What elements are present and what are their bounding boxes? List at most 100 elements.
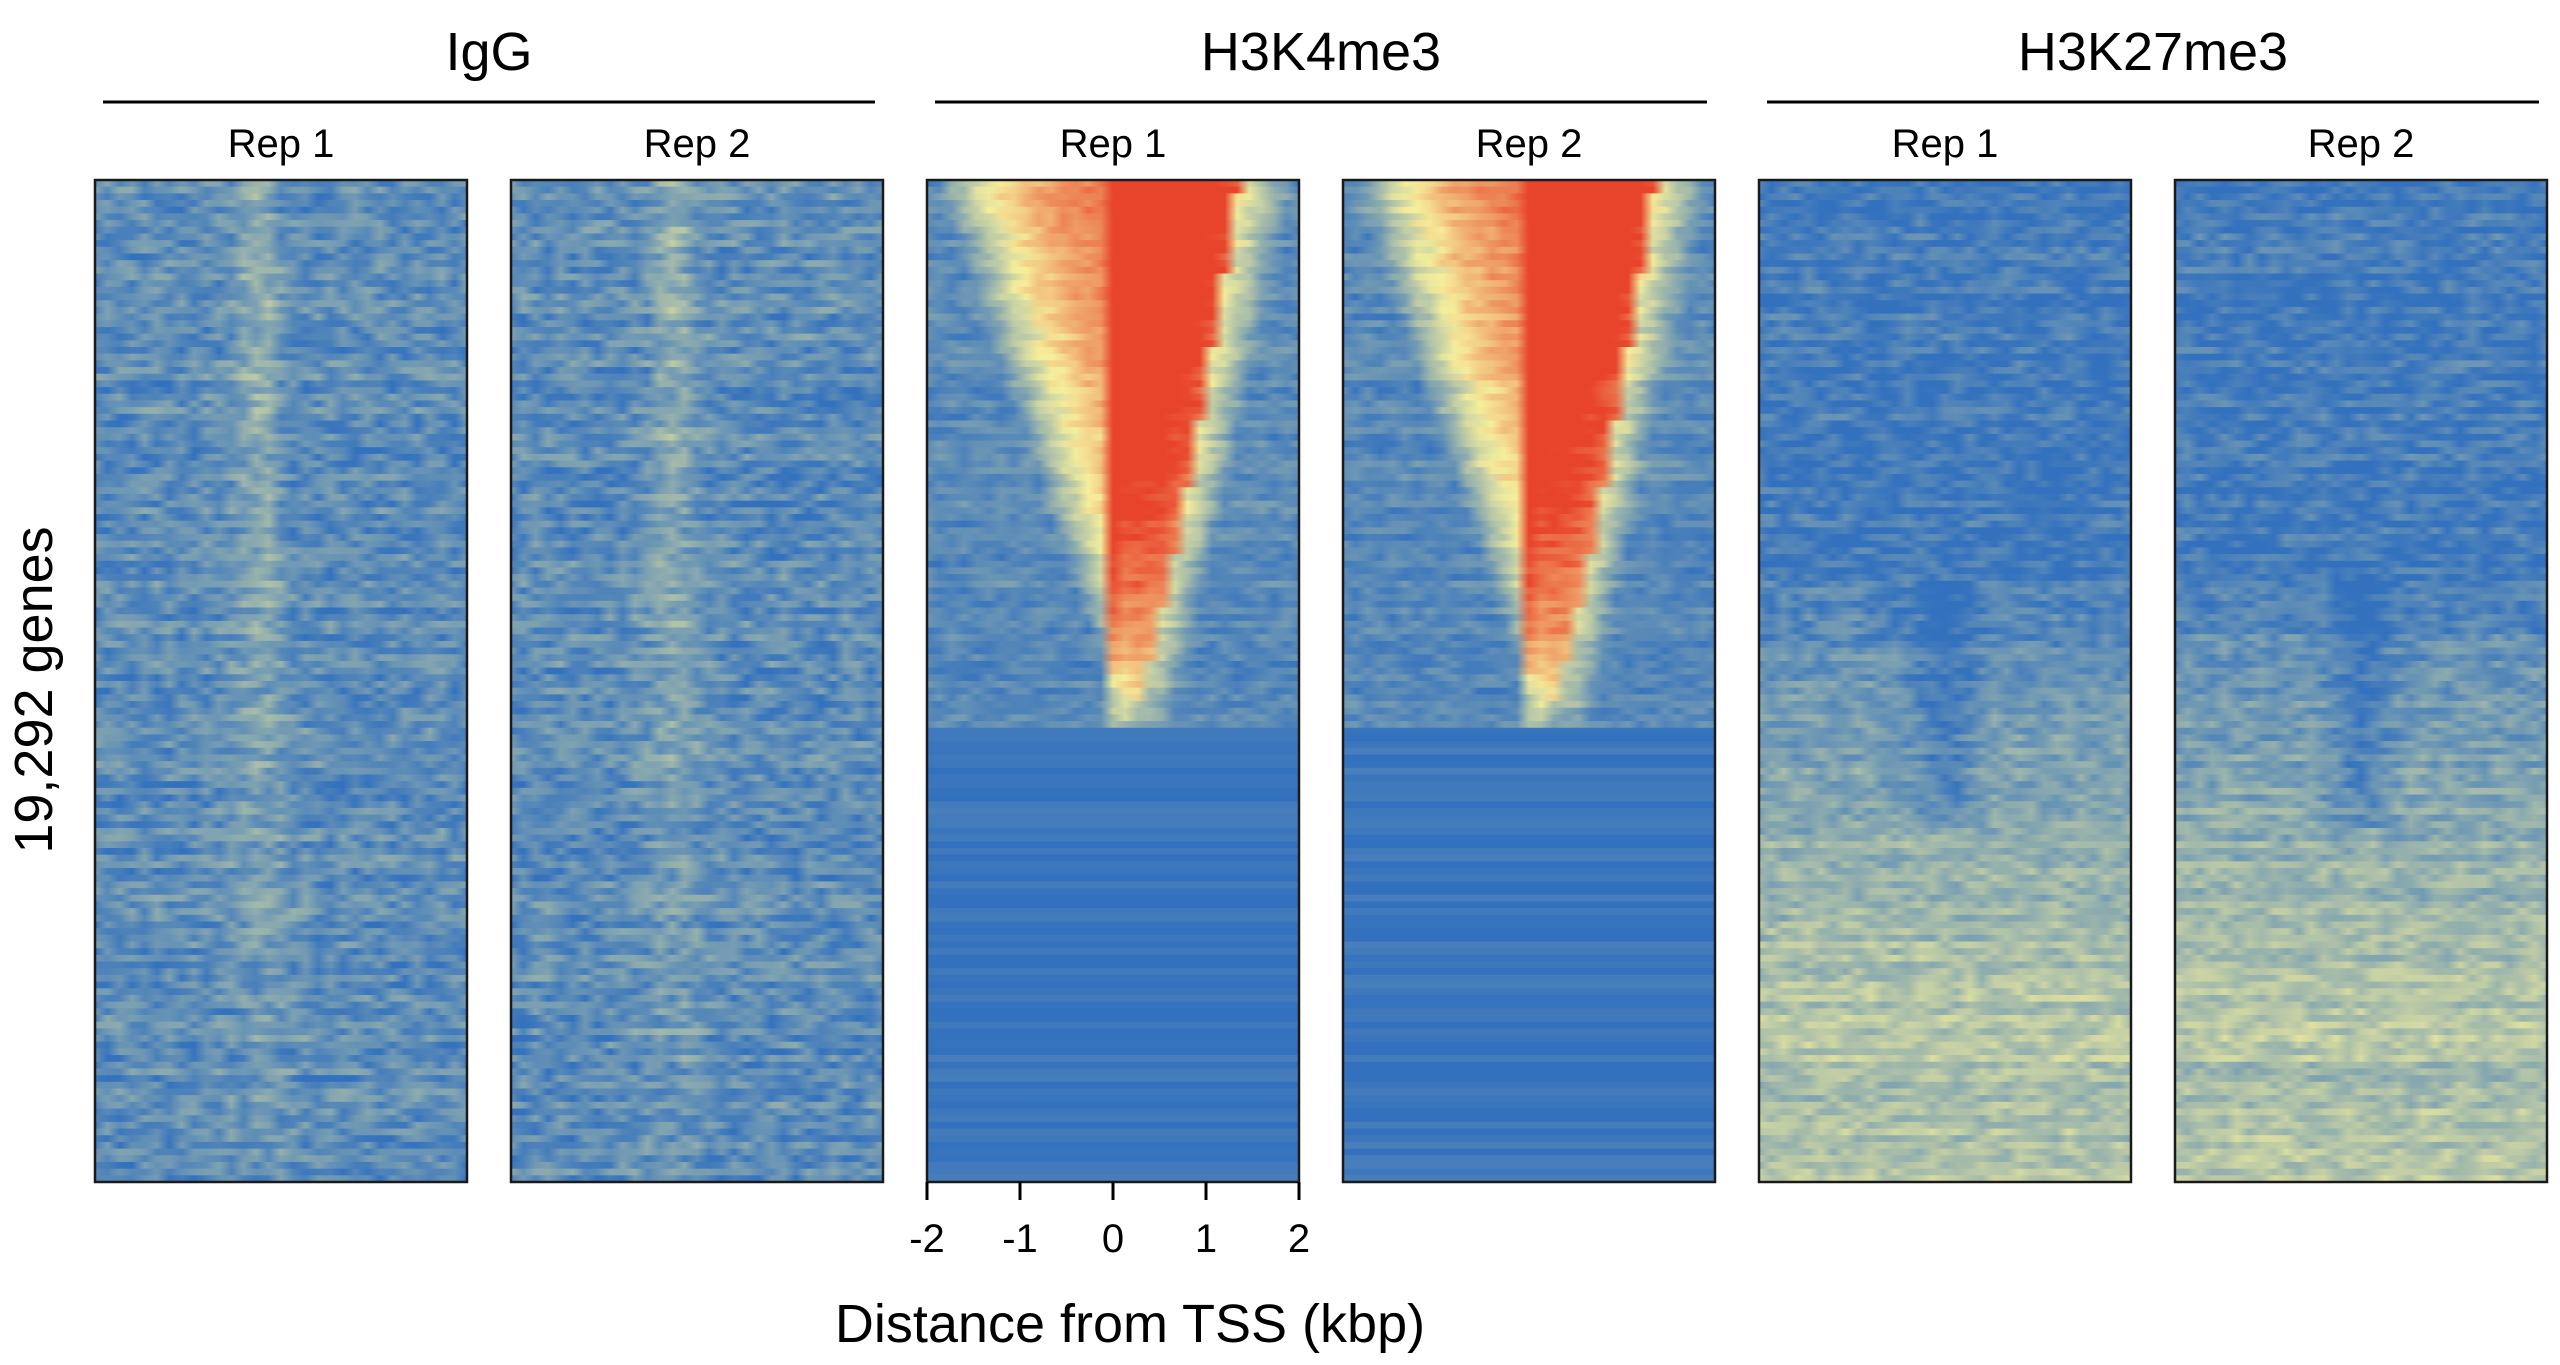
heatmap-row bbox=[1759, 968, 2131, 976]
heatmap-row bbox=[1343, 854, 1715, 862]
heatmap-row bbox=[1759, 433, 2131, 442]
heatmap-row bbox=[2175, 1141, 2547, 1150]
heatmap-row bbox=[1759, 888, 2131, 896]
heatmap-row bbox=[95, 827, 467, 836]
heatmap-row bbox=[1343, 894, 1715, 903]
heatmap-row bbox=[511, 994, 883, 1003]
heatmap-row bbox=[1759, 1021, 2131, 1029]
heatmap-row bbox=[1759, 213, 2131, 221]
heatmap-row bbox=[1759, 660, 2131, 669]
heatmap-row bbox=[1759, 200, 2131, 208]
heatmap-row bbox=[95, 807, 467, 816]
heatmap-row bbox=[511, 1028, 883, 1036]
heatmap-row bbox=[95, 1108, 467, 1116]
heatmap-row bbox=[511, 266, 883, 275]
heatmap-row bbox=[95, 1135, 467, 1143]
heatmap-row bbox=[511, 440, 883, 448]
heatmap-row bbox=[1343, 1068, 1715, 1076]
heatmap-row bbox=[1343, 353, 1715, 361]
heatmap-row bbox=[1759, 914, 2131, 923]
heatmap-row bbox=[927, 400, 1299, 408]
heatmap-row bbox=[1343, 734, 1715, 742]
heatmap-row bbox=[2175, 373, 2547, 381]
heatmap-row bbox=[927, 460, 1299, 468]
heatmap-row bbox=[511, 527, 883, 535]
heatmap-row bbox=[511, 801, 883, 809]
heatmap-row bbox=[1759, 674, 2131, 682]
heatmap-row bbox=[1759, 1008, 2131, 1016]
heatmap-row bbox=[95, 761, 467, 769]
heatmap-row bbox=[1759, 460, 2131, 468]
heatmap-row bbox=[1759, 367, 2131, 375]
heatmap-row bbox=[95, 1028, 467, 1036]
heatmap-row bbox=[1343, 1055, 1715, 1063]
heatmap-row bbox=[1343, 714, 1715, 722]
x-tick-label: 0 bbox=[1102, 1217, 1124, 1261]
heatmap-row bbox=[511, 814, 883, 822]
heatmap-row bbox=[95, 734, 467, 742]
heatmap-row bbox=[95, 427, 467, 435]
heatmap-row bbox=[1759, 807, 2131, 816]
heatmap-row bbox=[95, 928, 467, 936]
heatmap-row bbox=[2175, 908, 2547, 916]
heatmap-row bbox=[511, 620, 883, 629]
heatmap-row bbox=[1343, 981, 1715, 989]
heatmap-row bbox=[1343, 681, 1715, 689]
heatmap-row bbox=[1343, 627, 1715, 635]
heatmap-row bbox=[1759, 988, 2131, 996]
heatmap-row bbox=[927, 1141, 1299, 1150]
heatmap-row bbox=[1759, 781, 2131, 789]
heatmap-row bbox=[95, 574, 467, 582]
heatmap-row bbox=[927, 687, 1299, 695]
heatmap-panel bbox=[1341, 178, 1717, 1184]
heatmap-row bbox=[927, 500, 1299, 508]
heatmap-row bbox=[1343, 914, 1715, 923]
heatmap-row bbox=[1759, 974, 2131, 983]
heatmap-row bbox=[511, 373, 883, 381]
heatmap-row bbox=[1343, 1148, 1715, 1156]
heatmap-row bbox=[927, 868, 1299, 876]
heatmap-row bbox=[2175, 467, 2547, 475]
heatmap-row bbox=[1343, 387, 1715, 395]
heatmap-row bbox=[95, 854, 467, 862]
heatmap-row bbox=[927, 1115, 1299, 1123]
heatmap-row bbox=[1343, 721, 1715, 729]
heatmap-row bbox=[511, 627, 883, 635]
x-tick-label: -2 bbox=[909, 1217, 945, 1261]
heatmap-row bbox=[511, 874, 883, 882]
heatmap-row bbox=[511, 1008, 883, 1016]
heatmap-row bbox=[95, 821, 467, 829]
heatmap-row bbox=[1343, 707, 1715, 715]
heatmap-row bbox=[1343, 373, 1715, 381]
heatmap-row bbox=[2175, 380, 2547, 388]
heatmap-row bbox=[95, 320, 467, 328]
heatmap-row bbox=[1759, 286, 2131, 295]
heatmap-row bbox=[1759, 794, 2131, 802]
heatmap-row bbox=[1343, 1001, 1715, 1009]
heatmap-row bbox=[1759, 961, 2131, 969]
heatmap-row bbox=[927, 387, 1299, 395]
heatmap-row bbox=[1759, 260, 2131, 268]
heatmap-row bbox=[1343, 1101, 1715, 1110]
heatmap-row bbox=[927, 761, 1299, 769]
heatmap-row bbox=[927, 233, 1299, 241]
heatmap-row bbox=[511, 654, 883, 662]
heatmap-row bbox=[95, 687, 467, 695]
heatmap-row bbox=[1759, 333, 2131, 341]
heatmap-row bbox=[511, 413, 883, 422]
y-axis-title: 19,292 genes bbox=[4, 526, 64, 853]
heatmap-row bbox=[2175, 433, 2547, 442]
heatmap-row bbox=[511, 360, 883, 368]
heatmap-row bbox=[2175, 620, 2547, 629]
heatmap-row bbox=[1759, 868, 2131, 876]
heatmap-row bbox=[1343, 1021, 1715, 1029]
heatmap-row bbox=[511, 493, 883, 502]
heatmap-panel bbox=[2173, 178, 2549, 1184]
heatmap-row bbox=[2175, 206, 2547, 214]
heatmap-row bbox=[511, 968, 883, 976]
heatmap-row bbox=[1759, 854, 2131, 862]
heatmap-row bbox=[1759, 1135, 2131, 1143]
heatmap-row bbox=[1759, 413, 2131, 422]
heatmap-row bbox=[511, 300, 883, 308]
heatmap-row bbox=[1343, 954, 1715, 963]
